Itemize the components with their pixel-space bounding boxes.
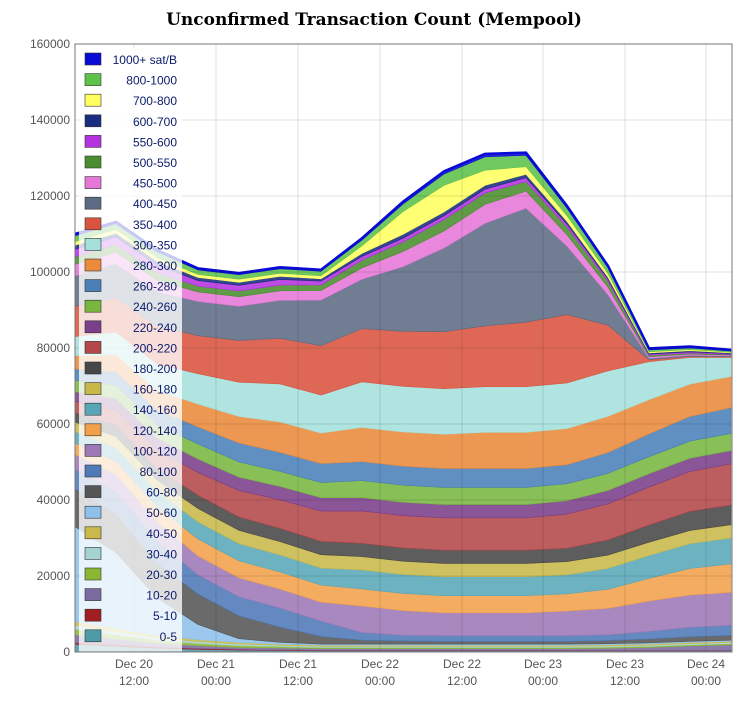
x-tick-label: Dec 22 [443, 657, 481, 671]
legend-label: 280-300 [133, 259, 177, 273]
legend: 1000+ sat/B 800-1000 700-800 600-700 550-600… [79, 48, 182, 652]
legend-label: 40-50 [146, 527, 177, 541]
legend-label: 60-80 [146, 486, 177, 500]
y-tick-label: 20000 [37, 569, 71, 583]
legend-label: 180-200 [133, 362, 177, 376]
legend-swatch [84, 485, 102, 498]
legend-label: 140-160 [133, 403, 177, 417]
legend-swatch [84, 155, 102, 169]
legend-swatch [84, 176, 102, 189]
legend-label: 120-140 [133, 424, 177, 438]
legend-label: 100-120 [133, 444, 177, 458]
x-tick-label: 12:00 [283, 674, 313, 688]
legend-label: 200-220 [133, 341, 177, 355]
y-tick-label: 100000 [30, 265, 70, 279]
legend-swatch [84, 135, 102, 148]
legend-label: 1000+ sat/B [113, 53, 177, 67]
legend-swatch [84, 608, 102, 622]
legend-swatch [84, 114, 102, 128]
x-tick-label: Dec 21 [197, 657, 235, 671]
x-tick-label: 12:00 [447, 674, 477, 688]
legend-label: 350-400 [133, 218, 177, 232]
x-tick-label: 00:00 [528, 674, 558, 688]
x-tick-label: Dec 21 [279, 657, 317, 671]
total-outline [74, 151, 732, 352]
legend-label: 30-40 [146, 547, 177, 561]
legend-swatch [84, 382, 102, 395]
x-tick-label: 12:00 [119, 674, 149, 688]
legend-label: 700-800 [133, 94, 177, 108]
legend-swatch [84, 52, 102, 66]
legend-swatch [84, 423, 102, 437]
legend-label: 80-100 [140, 465, 178, 479]
y-tick-label: 120000 [30, 189, 70, 203]
legend-label: 400-450 [133, 197, 177, 211]
legend-swatch [84, 361, 102, 375]
legend-swatch [84, 258, 102, 272]
legend-label: 20-30 [146, 568, 177, 582]
legend-swatch [84, 547, 102, 560]
legend-swatch [84, 526, 102, 540]
legend-label: 300-350 [133, 238, 177, 252]
x-axis-ticks: Dec 20 12:00 Dec 21 00:00 Dec 21 12:00 Dec 22 0… [115, 657, 725, 688]
legend-label: 550-600 [133, 135, 177, 149]
x-tick-label: Dec 22 [361, 657, 399, 671]
x-tick-label: Dec 23 [606, 657, 644, 671]
x-tick-label: 12:00 [610, 674, 640, 688]
legend-swatch [84, 567, 102, 581]
legend-swatch [84, 320, 102, 334]
x-tick-label: Dec 23 [524, 657, 562, 671]
x-tick-label: 00:00 [201, 674, 231, 688]
legend-swatch [84, 505, 102, 519]
legend-label: 260-280 [133, 280, 177, 294]
legend-swatch [84, 444, 102, 457]
legend-swatch [84, 299, 102, 313]
x-tick-label: Dec 24 [687, 657, 725, 671]
plot-frame [74, 43, 733, 653]
legend-swatch [84, 238, 102, 251]
legend-label: 500-550 [133, 156, 177, 170]
y-tick-label: 140000 [30, 113, 70, 127]
legend-swatch [84, 279, 102, 292]
legend-label: 5-10 [153, 609, 177, 623]
legend-label: 0-5 [160, 630, 178, 644]
legend-label: 10-20 [146, 589, 177, 603]
legend-swatch [84, 341, 102, 354]
plot-area [74, 151, 732, 653]
legend-swatch [84, 464, 102, 478]
y-tick-label: 60000 [37, 417, 71, 431]
y-tick-label: 80000 [37, 341, 71, 355]
x-tick-label: 00:00 [691, 674, 721, 688]
plot-border [74, 43, 733, 653]
legend-swatch [84, 588, 102, 601]
legend-label: 50-60 [146, 506, 177, 520]
y-tick-label: 0 [63, 645, 70, 659]
legend-label: 240-260 [133, 300, 177, 314]
legend-swatch [84, 217, 102, 231]
legend-label: 220-240 [133, 321, 177, 335]
y-tick-label: 40000 [37, 493, 71, 507]
legend-label: 450-500 [133, 177, 177, 191]
legend-label: 600-700 [133, 115, 177, 129]
legend-swatch [84, 196, 102, 210]
legend-label: 160-180 [133, 383, 177, 397]
legend-swatch [84, 93, 102, 107]
y-axis-ticks: 0 20000 40000 60000 80000 100000 120000 140000 1… [30, 37, 70, 659]
x-tick-label: Dec 20 [115, 657, 153, 671]
chart-title: Unconfirmed Transaction Count (Mempool) [166, 10, 582, 30]
x-tick-label: 00:00 [365, 674, 395, 688]
y-tick-label: 160000 [30, 37, 70, 51]
legend-label: 800-1000 [126, 74, 177, 88]
legend-swatch [84, 402, 102, 416]
legend-swatch [84, 73, 102, 86]
legend-swatch [84, 629, 102, 643]
